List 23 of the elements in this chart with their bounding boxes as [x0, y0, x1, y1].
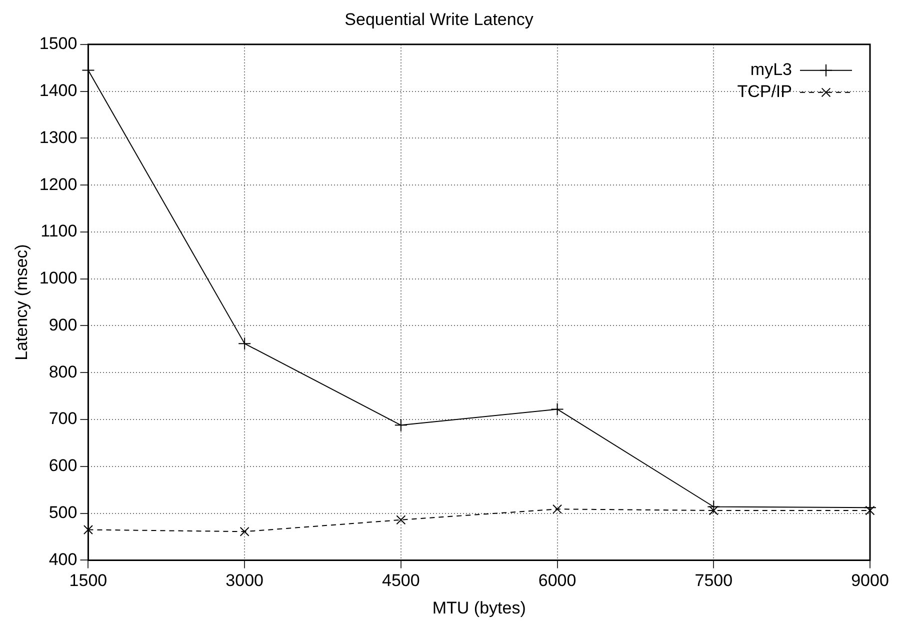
y-tick-label: 1100	[40, 222, 78, 241]
chart-title: Sequential Write Latency	[344, 10, 534, 29]
y-tick-label: 700	[48, 409, 78, 428]
x-axis-title: MTU (bytes)	[432, 598, 526, 618]
y-tick-label: 400	[48, 550, 78, 569]
y-tick-label: 900	[48, 315, 78, 334]
y-tick-label: 1500	[39, 34, 78, 54]
y-tick-label: 1200	[39, 174, 78, 194]
y-axis-title: Latency (msec)	[12, 244, 31, 360]
legend-label: TCP/IP	[737, 82, 792, 102]
y-tick-label: 800	[48, 362, 78, 382]
y-tick-label: 1400	[39, 80, 78, 100]
y-tick-label: 1300	[39, 128, 78, 147]
y-tick-label: 1000	[39, 268, 78, 288]
y-tick-label: 600	[48, 456, 78, 476]
x-tick-label: 7500	[694, 571, 733, 590]
x-tick-label: 6000	[538, 571, 576, 590]
x-tick-label: 9000	[851, 571, 889, 590]
y-tick-label: 500	[48, 502, 78, 522]
x-tick-label: 3000	[226, 571, 264, 590]
legend-label: myL3	[750, 60, 792, 80]
x-tick-label: 4500	[382, 571, 420, 590]
x-tick-label: 1500	[69, 571, 108, 590]
